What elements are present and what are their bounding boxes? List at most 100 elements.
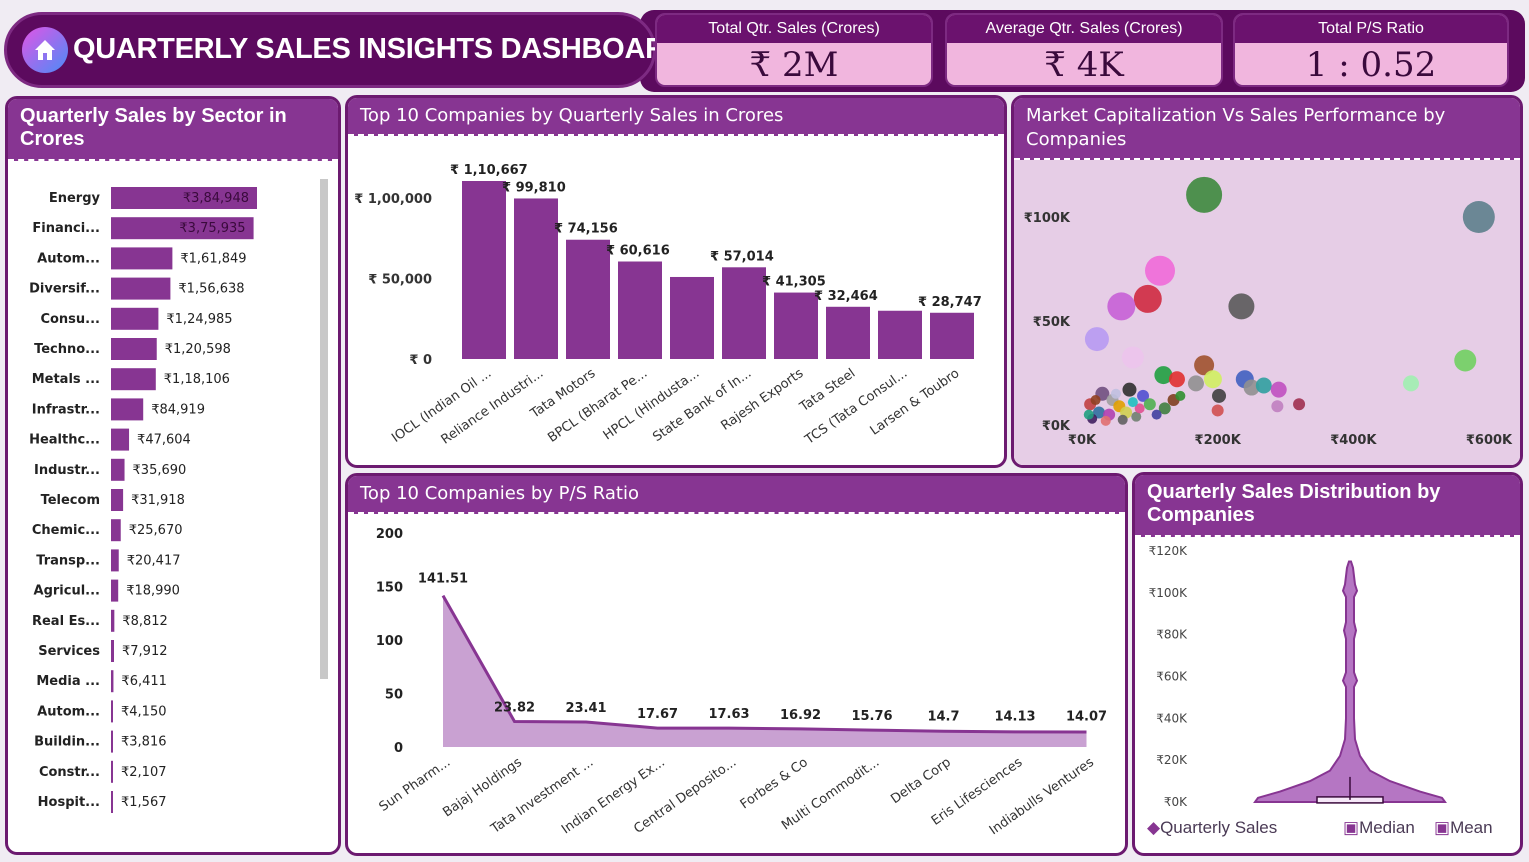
top10-bar xyxy=(722,267,766,359)
sector-value-label: ₹3,816 xyxy=(121,735,167,750)
top10-bar xyxy=(566,239,610,359)
scrollbar-thumb[interactable] xyxy=(320,179,328,679)
ps-ratio-panel: Top 10 Companies by P/S Ratio 0 50 100 150 2… xyxy=(345,473,1128,856)
legend-median: ▣Median xyxy=(1343,818,1415,838)
violin-panel: Quarterly Sales Distribution by Companie… xyxy=(1132,472,1523,856)
sector-value-label: ₹7,912 xyxy=(122,644,167,659)
y-tick-label: ₹50K xyxy=(1033,315,1071,330)
sector-category-label: Services xyxy=(38,644,100,659)
sector-bar xyxy=(111,428,130,451)
violin-chart: ₹0K ₹20K ₹40K ₹60K ₹80K ₹100K ₹120K xyxy=(1149,544,1447,809)
sector-bar xyxy=(111,458,125,481)
scatter-point xyxy=(1134,403,1145,414)
kpi-label: Total Qtr. Sales (Crores) xyxy=(657,15,931,43)
scatter-point xyxy=(1117,414,1128,425)
ps-area-fill xyxy=(443,595,1087,747)
sector-chart-panel: Quarterly Sales by Sector in Crores Ener… xyxy=(5,96,341,855)
sector-value-label: ₹1,20,598 xyxy=(165,342,231,357)
scatter-point xyxy=(1143,398,1156,411)
panel-title: Top 10 Companies by Quarterly Sales in C… xyxy=(348,98,1004,136)
sector-bar xyxy=(111,760,113,783)
sector-value-label: ₹25,670 xyxy=(129,523,183,538)
violin-legend-icon: ◆ xyxy=(1147,818,1161,837)
y-tick-label: ₹0K xyxy=(1164,795,1188,807)
sector-bar xyxy=(111,338,157,360)
scatter-point xyxy=(1133,284,1162,313)
sector-value-label: ₹1,567 xyxy=(121,795,167,810)
scatter-point xyxy=(1137,389,1150,402)
top10-bar xyxy=(670,276,714,359)
top10-value-label: ₹ 32,464 xyxy=(814,289,878,304)
scatter-point xyxy=(1228,293,1255,320)
scatter-point xyxy=(1186,176,1223,213)
legend-mean: ▣Mean xyxy=(1434,818,1493,838)
ps-value-label: 16.92 xyxy=(780,708,821,723)
sector-bar xyxy=(111,579,119,602)
sector-value-label: ₹35,690 xyxy=(133,463,187,478)
scatter-point xyxy=(1270,381,1287,398)
kpi-label: Total P/S Ratio xyxy=(1235,15,1507,43)
ps-value-label: 23.82 xyxy=(494,701,535,716)
sector-value-label: ₹3,75,935 xyxy=(179,221,245,236)
scatter-point xyxy=(1084,327,1109,352)
top10-value-label: ₹ 60,616 xyxy=(606,244,670,259)
y-tick-label: 50 xyxy=(385,688,403,703)
ps-value-label: 14.13 xyxy=(994,709,1035,724)
sector-bar xyxy=(111,519,121,542)
y-tick-label: ₹100K xyxy=(1149,586,1189,600)
sector-value-label: ₹6,411 xyxy=(121,674,167,689)
sector-value-label: ₹2,107 xyxy=(121,765,167,780)
sector-category-label: Consu... xyxy=(40,312,100,327)
sector-category-label: Constr... xyxy=(39,765,100,780)
ps-value-label: 17.63 xyxy=(708,707,749,722)
sector-bar xyxy=(111,217,254,240)
scatter-point xyxy=(1462,201,1495,233)
legend-quarterly-sales: ◆Quarterly Sales xyxy=(1147,818,1277,838)
y-tick-label: ₹20K xyxy=(1156,753,1188,767)
legend-label: Median xyxy=(1359,818,1415,837)
sector-bar xyxy=(111,187,257,209)
kpi-ps-ratio: Total P/S Ratio 1 : 0.52 xyxy=(1233,13,1509,87)
scatter-point xyxy=(1175,390,1186,401)
top10-bar xyxy=(618,261,662,359)
sector-category-label: Buildin... xyxy=(34,735,100,750)
top10-bar xyxy=(514,198,558,359)
home-icon[interactable] xyxy=(22,27,68,73)
kpi-average-sales: Average Qtr. Sales (Crores) ₹ 4K xyxy=(945,13,1223,87)
x-tick-label: ₹400K xyxy=(1330,433,1377,448)
scatter-point xyxy=(1121,346,1144,369)
legend-label: Mean xyxy=(1450,818,1493,837)
sector-category-label: Agricul... xyxy=(34,584,100,599)
y-tick-label: ₹100K xyxy=(1024,211,1071,226)
sector-bar xyxy=(111,549,119,572)
scatter-point xyxy=(1187,375,1204,392)
panel-title: Top 10 Companies by P/S Ratio xyxy=(348,476,1125,514)
scatter-point xyxy=(1194,355,1215,376)
kpi-value: ₹ 2M xyxy=(749,45,839,85)
scatter-point xyxy=(1243,379,1260,396)
sector-bar xyxy=(111,247,173,270)
sector-category-label: Autom... xyxy=(37,251,100,266)
scatter-point xyxy=(1145,255,1176,286)
sector-bar xyxy=(111,640,115,662)
scatter-point xyxy=(1131,411,1142,422)
sector-value-label: ₹3,84,948 xyxy=(183,191,249,206)
panel-title: Market Capitalization Vs Sales Performan… xyxy=(1014,98,1520,160)
sector-value-label: ₹1,61,849 xyxy=(180,251,246,266)
sector-category-label: Industr... xyxy=(34,463,100,478)
sector-category-label: Transp... xyxy=(36,553,100,568)
sector-bar xyxy=(111,670,114,693)
y-tick-label: ₹80K xyxy=(1156,628,1188,642)
kpi-value: 1 : 0.52 xyxy=(1305,45,1437,85)
scatter-point xyxy=(1107,292,1136,321)
dashboard-header: QUARTERLY SALES INSIGHTS DASHBOARD xyxy=(4,12,687,88)
sector-bar xyxy=(111,791,113,813)
sector-bar xyxy=(111,700,113,723)
scatter-point xyxy=(1211,404,1224,417)
sector-bar xyxy=(111,277,171,300)
sector-value-label: ₹47,604 xyxy=(137,433,191,448)
sector-value-label: ₹18,990 xyxy=(126,584,180,599)
ps-value-label: 14.07 xyxy=(1066,709,1107,724)
